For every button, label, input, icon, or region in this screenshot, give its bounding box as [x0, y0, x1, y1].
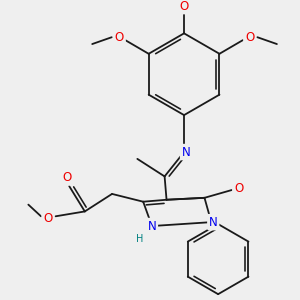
Text: N: N [182, 146, 190, 159]
Text: O: O [179, 0, 189, 13]
Text: O: O [63, 171, 72, 184]
Text: O: O [234, 182, 243, 195]
Text: H: H [136, 234, 143, 244]
Text: O: O [43, 212, 52, 225]
Text: O: O [115, 31, 124, 44]
Text: N: N [209, 216, 218, 229]
Text: O: O [245, 31, 254, 44]
Text: N: N [148, 220, 156, 232]
